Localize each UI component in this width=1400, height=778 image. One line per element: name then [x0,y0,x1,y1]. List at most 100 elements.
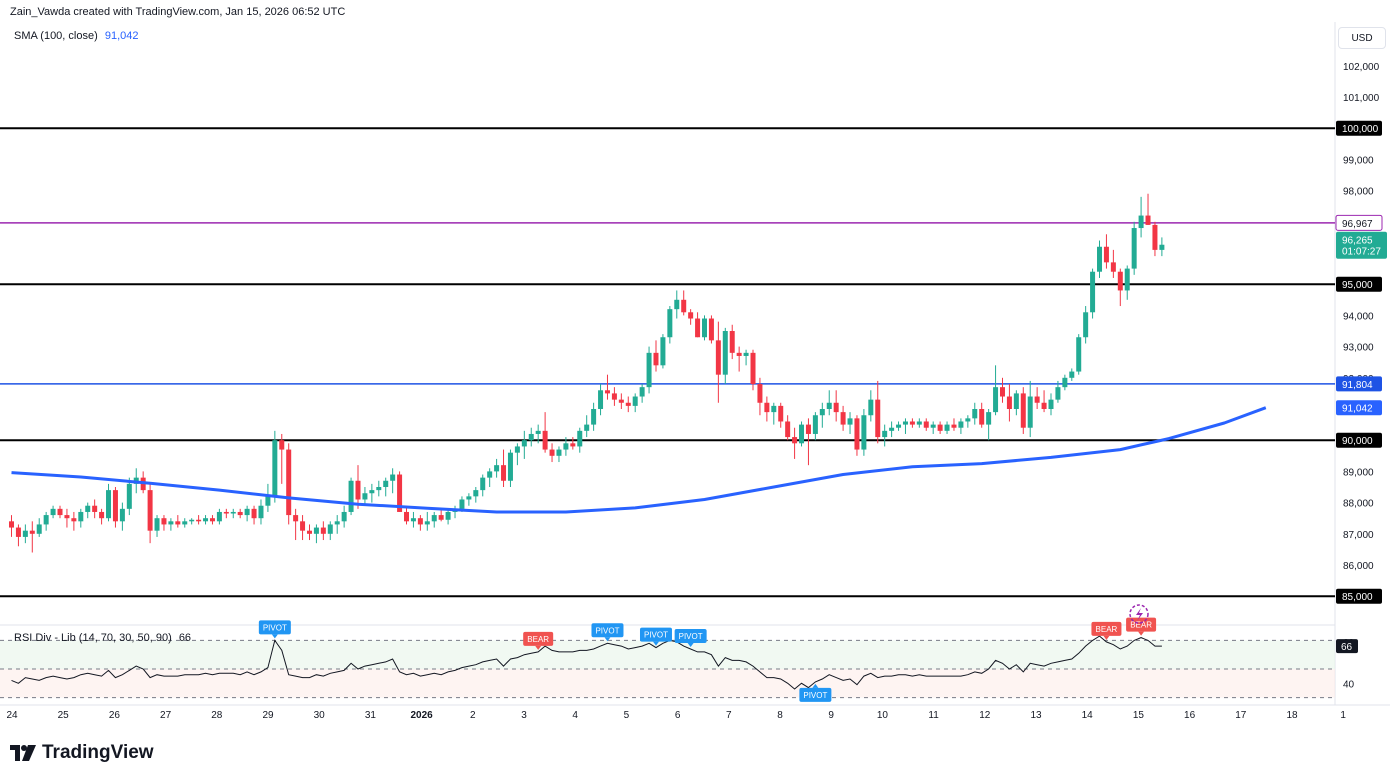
price-tick-label: 94,000 [1343,311,1374,322]
pivot-badge: PIVOT [799,683,832,702]
level-price-tag-label: 85,000 [1342,592,1373,603]
candle-body [64,515,70,519]
candle-body [1027,396,1033,428]
price-tick-label: 98,000 [1343,187,1374,198]
time-tick-label: 31 [365,710,377,721]
candle-body [778,405,784,422]
rsi-oversold-zone [0,669,1335,698]
candle-body [729,331,735,353]
candle-body [9,521,14,528]
time-tick-label: 16 [1184,710,1196,721]
countdown-label: 01:07:27 [1342,247,1381,258]
candle-body [584,424,590,431]
candle-body [348,480,354,512]
candle-body [417,518,423,525]
candle-body [182,521,188,525]
candle-body [653,352,659,366]
candle-body [244,508,250,516]
candle-body [487,471,493,478]
candle-body [535,430,541,434]
price-tick-label: 101,000 [1343,93,1380,104]
time-axis[interactable]: 24 25 26 27 28 29 30 31 2026 2 3 4 5 6 7 8 9 10 11 12 13 14 15… [6,710,1346,721]
candle-body [251,508,257,519]
rsi-current-tag [1336,639,1358,654]
candle-body [514,446,520,453]
badge-label: PIVOT [263,623,287,632]
candle-body [43,515,49,525]
candle-body [223,511,229,514]
candle-body [563,443,569,450]
price-tick-label: 102,000 [1343,62,1380,73]
candle-body [1041,402,1047,409]
sma-legend-label: SMA (100, close) [14,30,98,42]
candle-body [1103,246,1109,263]
candle-body [528,433,534,441]
level-price-tag [1336,432,1382,448]
rsi-series [11,635,1162,690]
sma-legend[interactable]: SMA (100, close) 91,042 [14,30,138,42]
level-price-tag-label: 90,000 [1342,436,1373,447]
candle-body [556,449,562,456]
candle-body [286,449,292,516]
rsi-overbought-zone [0,640,1335,669]
candle-body [625,402,631,406]
candle-body [1048,399,1054,409]
candle-body [404,511,410,522]
time-tick-label: 7 [726,710,732,721]
candle-body [1006,396,1012,409]
candle-body [112,490,118,522]
candle-body [154,518,160,531]
candle-body [681,299,687,313]
candle-body [1034,396,1040,403]
level-price-tag-label: 95,000 [1342,280,1373,291]
candle-body [611,393,617,400]
candle-body [771,405,777,413]
pivot-badge: PIVOT [639,627,672,646]
price-tick-label: 87,000 [1343,530,1374,541]
pivot-badge: PIVOT [591,623,624,642]
alert-icon[interactable] [1129,604,1149,624]
candle-body [868,399,874,416]
candle-body [78,511,84,522]
candle-body [313,527,319,534]
currency-button[interactable]: USD [1338,27,1386,49]
candle-body [591,409,597,425]
time-tick-label: 13 [1030,710,1042,721]
candle-body [1062,377,1068,388]
candle-body [383,480,389,487]
time-tick-label: 2026 [410,710,433,721]
candle-body [833,402,839,413]
candle-body [632,396,638,406]
candle-body [847,418,853,425]
price-tick-label: 93,000 [1343,343,1374,354]
rsi-legend[interactable]: RSI Div - Lib (14, 70, 30, 50, 90) 66 [14,632,191,644]
candle-body [1013,393,1019,409]
time-tick-label: 12 [979,710,991,721]
candle-body [937,424,943,431]
badge-pointer [271,634,278,639]
candle-body [999,387,1005,397]
candle-body [785,421,791,438]
pivot-price-tag [1336,215,1382,231]
candle-body [1138,215,1144,229]
time-tick-label: 17 [1235,710,1247,721]
level-price-tag [1336,588,1382,604]
rsi-line [11,635,1162,690]
candle-body [1020,393,1026,428]
time-tick-label: 27 [160,710,172,721]
candle-body [708,318,714,341]
candle-body [743,352,749,356]
chart-grid [0,22,1390,706]
tradingview-logo[interactable]: TradingView [10,742,154,764]
horizontal-lines[interactable] [0,127,1335,598]
candle-body [1124,268,1130,291]
candle-body [376,487,382,491]
last-price-label: 96,265 [1342,236,1373,247]
time-tick-label: 8 [777,710,783,721]
candle-body [362,493,368,500]
time-tick-label: 2 [470,710,476,721]
candle-body [459,499,465,509]
candle-body [549,449,555,456]
candle-body [50,508,56,516]
